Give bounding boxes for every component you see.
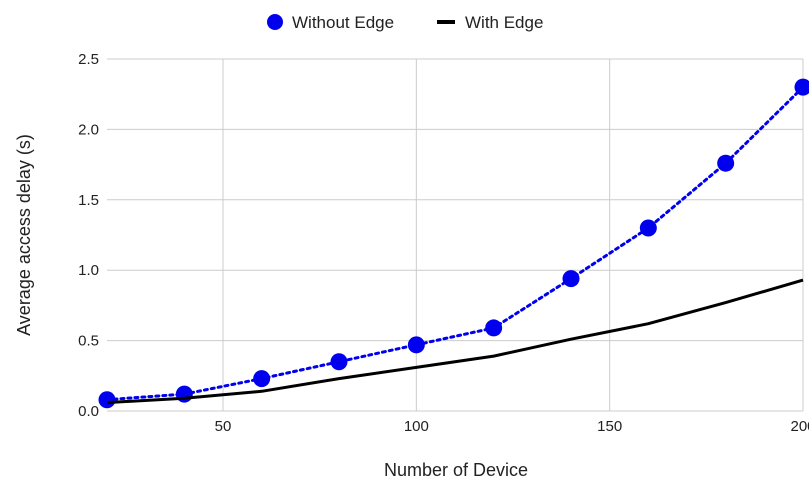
x-tick-label: 50 <box>215 418 232 435</box>
data-point-without-edge <box>717 154 735 172</box>
data-point-without-edge <box>485 319 503 337</box>
y-tick-label: 0.5 <box>78 333 99 350</box>
data-point-without-edge <box>562 270 580 288</box>
y-tick-label: 0.0 <box>78 403 99 420</box>
y-tick-label: 2.0 <box>78 121 99 138</box>
y-axis-ticks: 0.0 0.5 1.0 1.5 2.0 2.5 <box>78 51 99 420</box>
data-point-without-edge <box>407 336 425 354</box>
x-tick-label: 150 <box>597 418 622 435</box>
legend-label-without-edge: Without Edge <box>292 13 394 32</box>
x-axis-title: Number of Device <box>384 460 528 480</box>
legend-marker-without-edge <box>267 14 283 30</box>
data-point-without-edge <box>253 370 271 388</box>
legend-label-with-edge: With Edge <box>465 13 543 32</box>
data-point-without-edge <box>794 78 809 96</box>
data-point-without-edge <box>98 391 116 409</box>
data-point-without-edge <box>330 353 348 371</box>
y-tick-label: 1.0 <box>78 262 99 279</box>
y-tick-label: 1.5 <box>78 192 99 209</box>
x-tick-label: 100 <box>404 418 429 435</box>
series-line-without-edge <box>105 85 805 402</box>
series-layer <box>98 78 809 409</box>
x-tick-label: 200 <box>790 418 809 435</box>
x-axis-ticks: 50 100 150 200 <box>215 418 809 435</box>
series-line-with-edge <box>106 278 804 405</box>
data-point-without-edge <box>639 219 657 237</box>
y-axis-title: Average access delay (s) <box>14 134 34 336</box>
legend: Without Edge With Edge <box>267 13 543 32</box>
y-tick-label: 2.5 <box>78 51 99 68</box>
grid <box>107 58 804 412</box>
